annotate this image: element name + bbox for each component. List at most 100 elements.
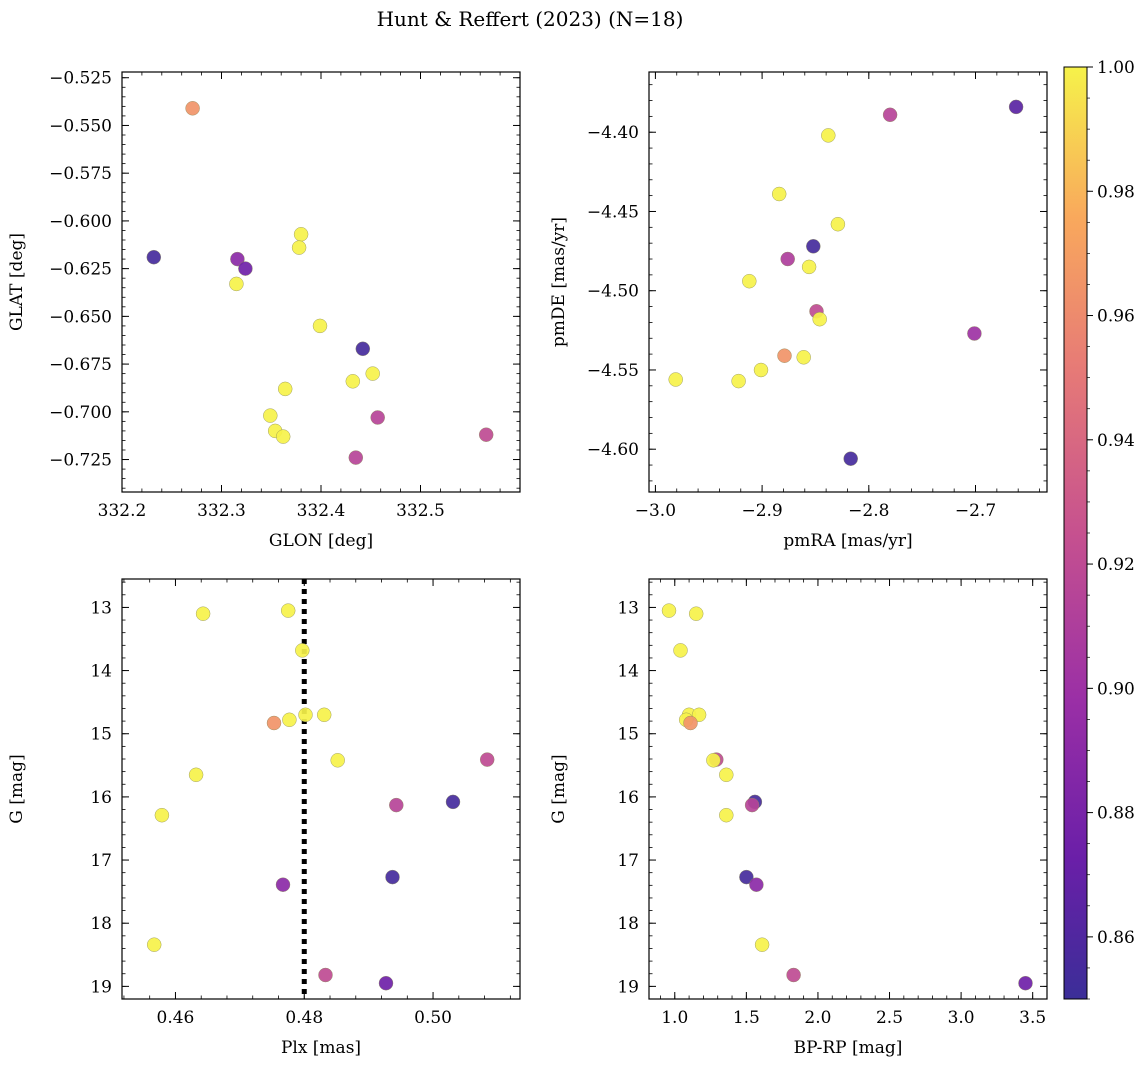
data-point bbox=[1018, 976, 1033, 991]
y-tick-label: −0.700 bbox=[49, 403, 112, 423]
data-point bbox=[1008, 99, 1024, 115]
y-tick-label: 16 bbox=[90, 788, 112, 808]
x-tick-label: 332.2 bbox=[98, 501, 147, 521]
data-point bbox=[291, 240, 307, 255]
colorbar-tick-label: 0.92 bbox=[1097, 555, 1135, 575]
y-tick-label: 18 bbox=[617, 914, 639, 934]
y-tick-label: 13 bbox=[617, 598, 639, 618]
data-point bbox=[312, 318, 328, 334]
data-point bbox=[278, 381, 293, 397]
data-point bbox=[719, 767, 734, 782]
data-point bbox=[266, 715, 282, 731]
colorbar-tick-label: 0.86 bbox=[1097, 928, 1135, 948]
y-tick-label: −0.550 bbox=[49, 116, 112, 136]
data-point bbox=[821, 128, 836, 143]
data-point bbox=[480, 752, 495, 767]
data-point bbox=[731, 373, 746, 389]
data-point bbox=[882, 107, 898, 123]
data-point bbox=[330, 753, 345, 768]
data-point bbox=[739, 869, 754, 885]
data-point bbox=[195, 606, 211, 621]
data-point bbox=[749, 877, 764, 892]
y-tick-label: −0.625 bbox=[49, 260, 112, 280]
data-point bbox=[668, 372, 683, 387]
y-tick-label: 16 bbox=[617, 788, 639, 808]
x-tick-label: 2.0 bbox=[804, 1008, 831, 1028]
data-point bbox=[295, 643, 310, 658]
x-tick-label: −3.0 bbox=[635, 501, 676, 521]
panel-3: 0.46 0.48 0.50 13 14 15 16 17 18 19 Plx [mas] G [ma… bbox=[7, 578, 521, 1058]
figure-title: Hunt & Reffert (2023) (N=18) bbox=[377, 7, 684, 31]
x-tick-label: 332.5 bbox=[396, 501, 445, 521]
y-tick-label: 13 bbox=[90, 598, 112, 618]
colorbar-tick-label: 0.90 bbox=[1097, 679, 1135, 699]
data-point bbox=[345, 374, 360, 389]
colorbar-tick-label: 0.96 bbox=[1097, 307, 1135, 327]
y-tick-label: −4.45 bbox=[587, 202, 639, 222]
panels: 332.2 332.3 332.4 332.5 −0.525 −0.550 −0.575 −0… bbox=[7, 69, 1048, 1058]
y-tick-label: −4.40 bbox=[587, 123, 639, 143]
y-tick-label: 19 bbox=[90, 977, 112, 997]
data-point bbox=[154, 808, 170, 823]
plot-frame bbox=[121, 578, 521, 1000]
data-point bbox=[753, 362, 769, 378]
x-axis-label: Plx [mas] bbox=[281, 1038, 361, 1058]
colorbar-gradient bbox=[1063, 66, 1088, 1000]
x-axis-label: GLON [deg] bbox=[269, 531, 373, 551]
colorbar-tick-label: 0.98 bbox=[1097, 182, 1135, 202]
data-point bbox=[238, 261, 253, 276]
y-tick-label: −4.50 bbox=[587, 282, 639, 302]
colorbar-tick-label: 0.88 bbox=[1097, 804, 1135, 824]
data-point bbox=[796, 350, 811, 365]
y-axis-label: G [mag] bbox=[7, 754, 27, 823]
x-tick-label: 0.48 bbox=[285, 1008, 323, 1028]
y-tick-label: 15 bbox=[90, 725, 112, 745]
y-tick-label: 17 bbox=[617, 851, 639, 871]
data-point bbox=[378, 976, 394, 991]
y-tick-label: −4.55 bbox=[587, 361, 639, 381]
y-tick-label: 15 bbox=[617, 725, 639, 745]
y-axis-label: pmDE [mas/yr] bbox=[549, 217, 569, 347]
data-point bbox=[673, 643, 688, 658]
data-point bbox=[754, 937, 770, 952]
x-tick-label: 1.0 bbox=[661, 1008, 688, 1028]
x-tick-label: 0.50 bbox=[414, 1008, 452, 1028]
plot-frame bbox=[121, 71, 521, 493]
x-axis-label: pmRA [mas/yr] bbox=[783, 531, 912, 551]
data-point bbox=[777, 348, 792, 363]
plot-frame bbox=[648, 578, 1048, 1000]
data-point bbox=[843, 451, 858, 466]
colorbar: 0.86 0.88 0.90 0.92 0.94 0.96 0.98 1.00 bbox=[1063, 58, 1135, 1000]
plot-frame bbox=[648, 71, 1048, 493]
y-tick-label: 18 bbox=[90, 914, 112, 934]
x-tick-label: −2.7 bbox=[955, 501, 996, 521]
x-tick-label: 0.46 bbox=[157, 1008, 195, 1028]
y-axis-label: GLAT [deg] bbox=[7, 233, 27, 331]
colorbar-ticks: 0.86 0.88 0.90 0.92 0.94 0.96 0.98 1.00 bbox=[1087, 58, 1135, 1000]
data-point bbox=[744, 797, 760, 813]
x-axis-label: BP-RP [mag] bbox=[794, 1038, 903, 1058]
data-point bbox=[742, 274, 757, 289]
data-point bbox=[229, 276, 244, 292]
data-point bbox=[263, 408, 278, 423]
colorbar-tick-label: 0.94 bbox=[1097, 431, 1135, 451]
x-tick-label: −2.9 bbox=[741, 501, 782, 521]
data-point bbox=[479, 427, 494, 442]
data-point bbox=[146, 250, 162, 265]
data-point bbox=[661, 603, 677, 618]
y-axis-label: G [mag] bbox=[549, 754, 569, 823]
data-point bbox=[719, 808, 734, 823]
data-point bbox=[780, 251, 795, 267]
colorbar-tick-label: 1.00 bbox=[1097, 58, 1135, 78]
x-tick-label: 3.5 bbox=[1019, 1008, 1046, 1028]
data-point bbox=[318, 967, 333, 983]
x-tick-label: 1.5 bbox=[733, 1008, 760, 1028]
data-point bbox=[806, 239, 821, 254]
panel-2: −3.0 −2.9 −2.8 −2.7 −4.40 −4.45 −4.50 −4.55 −4.6… bbox=[549, 71, 1048, 551]
data-point bbox=[689, 606, 704, 621]
data-point bbox=[298, 707, 313, 722]
y-tick-label: 19 bbox=[617, 977, 639, 997]
data-point bbox=[786, 967, 801, 983]
y-tick-label: −0.525 bbox=[49, 69, 112, 89]
